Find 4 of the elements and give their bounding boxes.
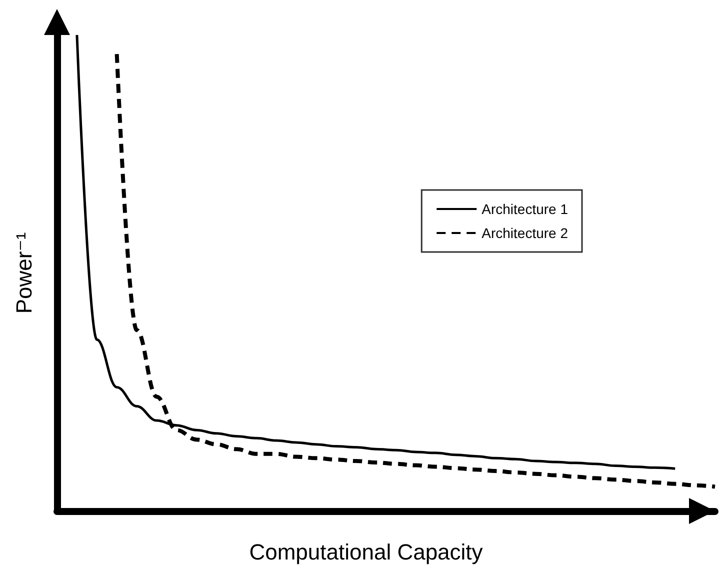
legend-label: Architecture 2 <box>482 225 568 241</box>
legend-label: Architecture 1 <box>482 201 568 217</box>
y-axis-title: Power⁻¹ <box>12 232 36 314</box>
x-axis-title: Computational Capacity <box>249 540 483 564</box>
